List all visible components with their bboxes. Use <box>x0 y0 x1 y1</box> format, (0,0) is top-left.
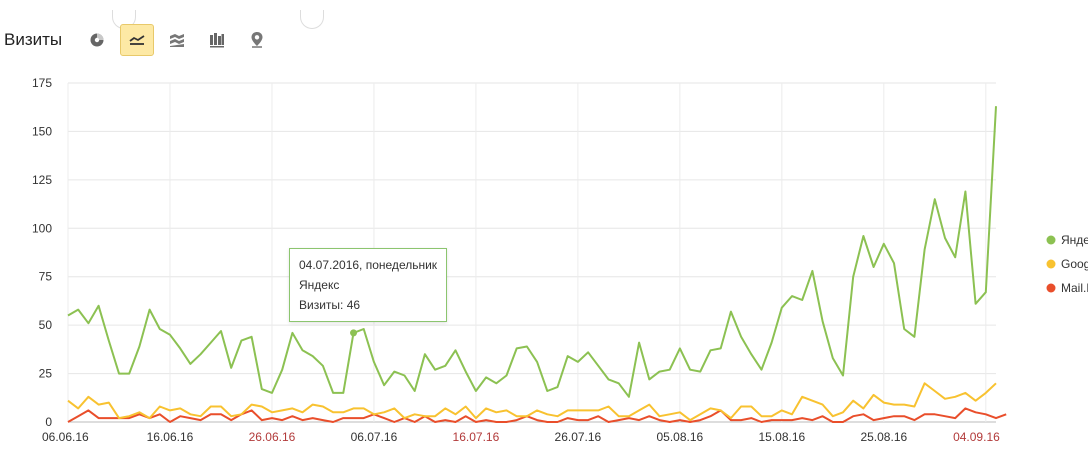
chart-tooltip: 04.07.2016, понедельник Яндекс Визиты: 4… <box>289 248 448 322</box>
series-line-mail-ru <box>67 407 1007 423</box>
map-button[interactable] <box>240 24 274 56</box>
bar-chart-icon <box>210 33 224 48</box>
legend-label: Mail.Ru <box>1061 281 1088 295</box>
y-tick-label: 125 <box>32 173 52 187</box>
tooltip-date: 04.07.2016, понедельник <box>299 258 438 272</box>
area-chart-button[interactable] <box>160 24 194 56</box>
x-tick-label: 06.06.16 <box>42 430 89 444</box>
pie-chart-icon <box>90 33 104 47</box>
visits-line-chart: 0 25 50 75 100 125 150 175 06.06.16 16.06.16 26.06… <box>32 76 1088 444</box>
x-tick-label: 26.07.16 <box>555 430 602 444</box>
legend-label: Google <box>1061 257 1088 271</box>
highlight-point <box>350 329 358 337</box>
chart-toolbar: Визиты <box>0 10 400 60</box>
x-tick-label: 04.09.16 <box>953 430 1000 444</box>
x-tick-label: 05.08.16 <box>657 430 704 444</box>
x-tick-label: 16.07.16 <box>453 430 500 444</box>
y-tick-label: 175 <box>32 76 52 90</box>
series-line-яндекс <box>67 106 997 398</box>
area-chart-icon <box>170 34 184 47</box>
x-tick-label: 26.06.16 <box>249 430 296 444</box>
y-tick-label: 0 <box>45 415 52 429</box>
map-icon <box>251 32 263 48</box>
legend-marker <box>1046 235 1056 245</box>
series-line-google <box>67 382 997 422</box>
bar-chart-button[interactable] <box>200 24 234 56</box>
x-tick-label: 16.06.16 <box>147 430 194 444</box>
x-tick-label: 06.07.16 <box>351 430 398 444</box>
x-tick-label: 15.08.16 <box>758 430 805 444</box>
x-tick-label: 25.08.16 <box>860 430 907 444</box>
legend-marker <box>1046 259 1056 269</box>
y-tick-label: 50 <box>39 318 53 332</box>
y-tick-label: 100 <box>32 221 52 235</box>
chart-title: Визиты <box>4 30 63 49</box>
line-chart-button[interactable] <box>120 24 154 56</box>
legend-marker <box>1046 283 1056 293</box>
legend-label: Яндекс <box>1061 233 1088 247</box>
y-tick-label: 75 <box>39 270 53 284</box>
y-tick-label: 150 <box>32 124 52 138</box>
pie-chart-button[interactable] <box>80 24 114 56</box>
y-tick-label: 25 <box>39 367 53 381</box>
tooltip-series: Яндекс <box>299 278 340 292</box>
tooltip-value: Визиты: 46 <box>299 298 361 312</box>
top-control-fragment[interactable] <box>300 10 324 29</box>
line-chart-icon <box>129 35 145 45</box>
